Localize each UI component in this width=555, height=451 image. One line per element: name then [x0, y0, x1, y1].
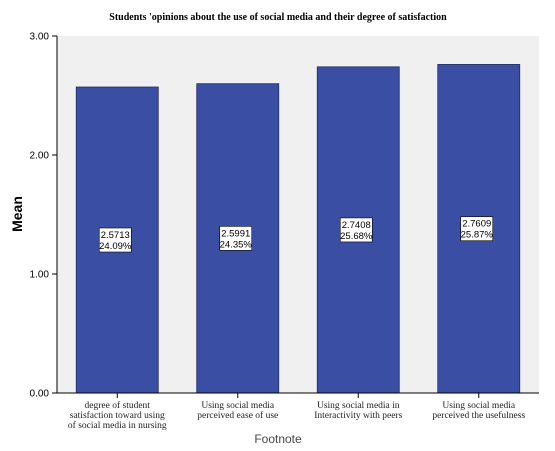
- data-label-box: [460, 216, 494, 242]
- data-label-box: [339, 217, 373, 243]
- data-label-percent: 24.35%: [220, 239, 253, 250]
- chart-title: Students 'opinions about the use of soci…: [109, 12, 447, 23]
- data-label-box: [219, 226, 253, 251]
- y-tick-label: 2.00: [30, 151, 50, 162]
- x-category-label: Using social media: [201, 401, 275, 411]
- x-category-label: of social media in nursing: [68, 420, 167, 431]
- data-label-percent: 25.68%: [340, 231, 373, 242]
- x-category-label: satisfaction toward using: [70, 410, 165, 421]
- x-category-label: Using social media in: [317, 401, 400, 411]
- x-category-label: degree of student: [85, 400, 151, 411]
- data-label-value: 2.7609: [462, 219, 491, 230]
- data-label-percent: 25.87%: [461, 230, 494, 241]
- data-label-value: 2.7408: [342, 220, 371, 231]
- y-tick-label: 1.00: [30, 270, 50, 281]
- x-category-label: Using social media: [442, 401, 516, 411]
- data-label-percent: 24.09%: [99, 241, 132, 252]
- x-category-label: perceived the usefulness: [432, 410, 525, 421]
- y-tick-label: 0.00: [30, 389, 50, 400]
- x-axis-label: Footnote: [254, 432, 302, 446]
- data-label-value: 2.5991: [221, 228, 250, 239]
- data-label-box: [98, 227, 132, 253]
- data-label-value: 2.5713: [101, 230, 130, 241]
- y-ticks-layer: 0.00 1.00 2.00 3.00: [30, 32, 57, 400]
- x-category-label: perceived ease of use: [197, 410, 278, 421]
- y-axis-label: Mean: [9, 196, 25, 232]
- x-category-label: Interactivity with peers: [314, 411, 402, 421]
- y-tick-label: 3.00: [30, 32, 50, 43]
